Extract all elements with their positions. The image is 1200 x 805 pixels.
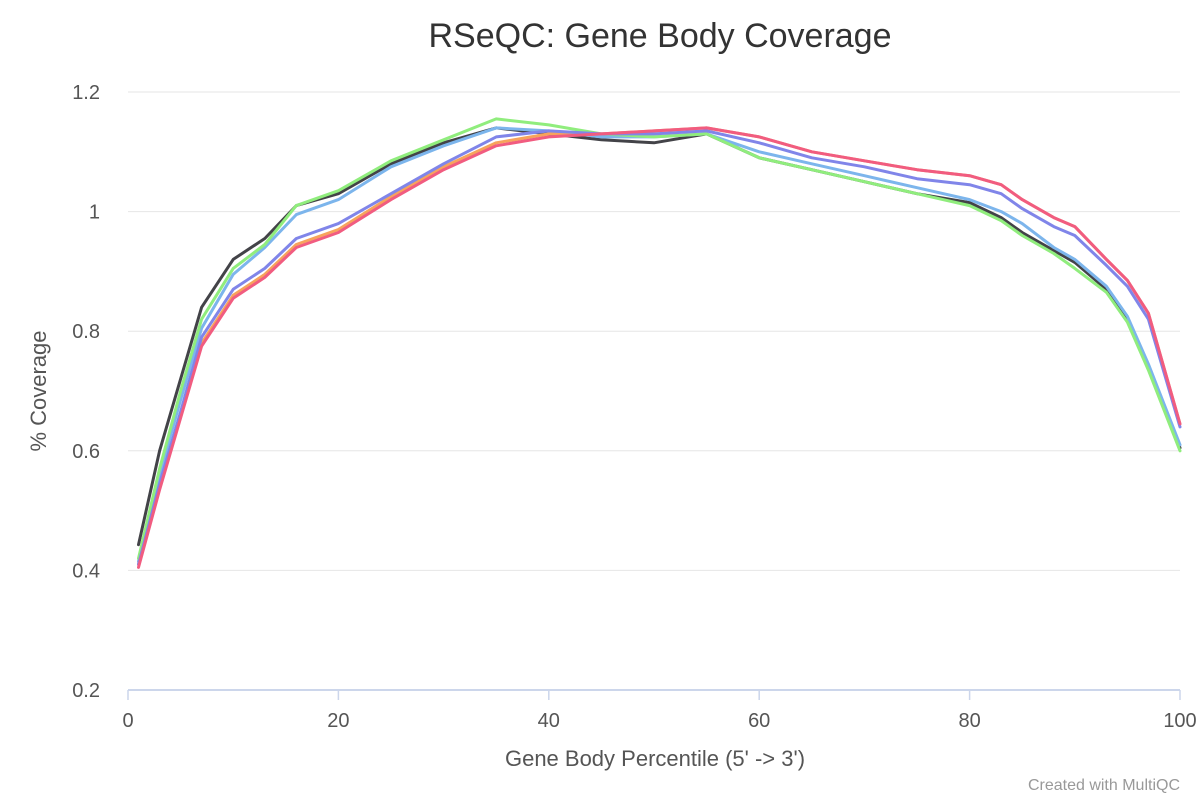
y-tick-label: 0.2 bbox=[72, 680, 100, 702]
x-tick-label: 20 bbox=[327, 710, 349, 732]
chart-title: RSeQC: Gene Body Coverage bbox=[428, 17, 891, 55]
x-tick-label: 0 bbox=[122, 710, 133, 732]
x-axis-title: Gene Body Percentile (5' -> 3') bbox=[505, 746, 805, 771]
y-tick-label: 1 bbox=[89, 202, 100, 224]
y-tick-label: 0.6 bbox=[72, 441, 100, 463]
y-tick-label: 1.2 bbox=[72, 82, 100, 104]
series-line-1[interactable] bbox=[137, 126, 1182, 547]
credits-text[interactable]: Created with MultiQC bbox=[1028, 777, 1180, 794]
x-tick-label: 40 bbox=[538, 710, 560, 732]
y-tick-label: 0.4 bbox=[72, 560, 100, 582]
series-lines bbox=[137, 117, 1182, 569]
x-tick-label: 100 bbox=[1163, 710, 1196, 732]
axes: 0.2 0.4 0.6 0.8 1 1.2 0 20 40 60 80 100 bbox=[72, 82, 1197, 732]
series-line-6[interactable] bbox=[137, 126, 1182, 569]
series-line-3[interactable] bbox=[137, 117, 1182, 560]
x-tick-label: 60 bbox=[748, 710, 770, 732]
y-tick-label: 0.8 bbox=[72, 321, 100, 343]
y-axis-title: % Coverage bbox=[26, 330, 51, 451]
x-tick-label: 80 bbox=[958, 710, 980, 732]
series-line-5[interactable] bbox=[137, 129, 1182, 566]
